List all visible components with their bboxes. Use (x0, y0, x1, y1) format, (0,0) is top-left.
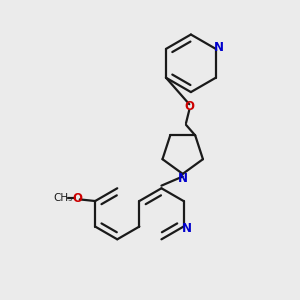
Text: O: O (184, 100, 194, 113)
Text: O: O (72, 192, 82, 205)
Text: N: N (178, 172, 188, 184)
Text: N: N (213, 41, 224, 54)
Text: N: N (182, 222, 192, 235)
Text: CH₃: CH₃ (54, 194, 73, 203)
